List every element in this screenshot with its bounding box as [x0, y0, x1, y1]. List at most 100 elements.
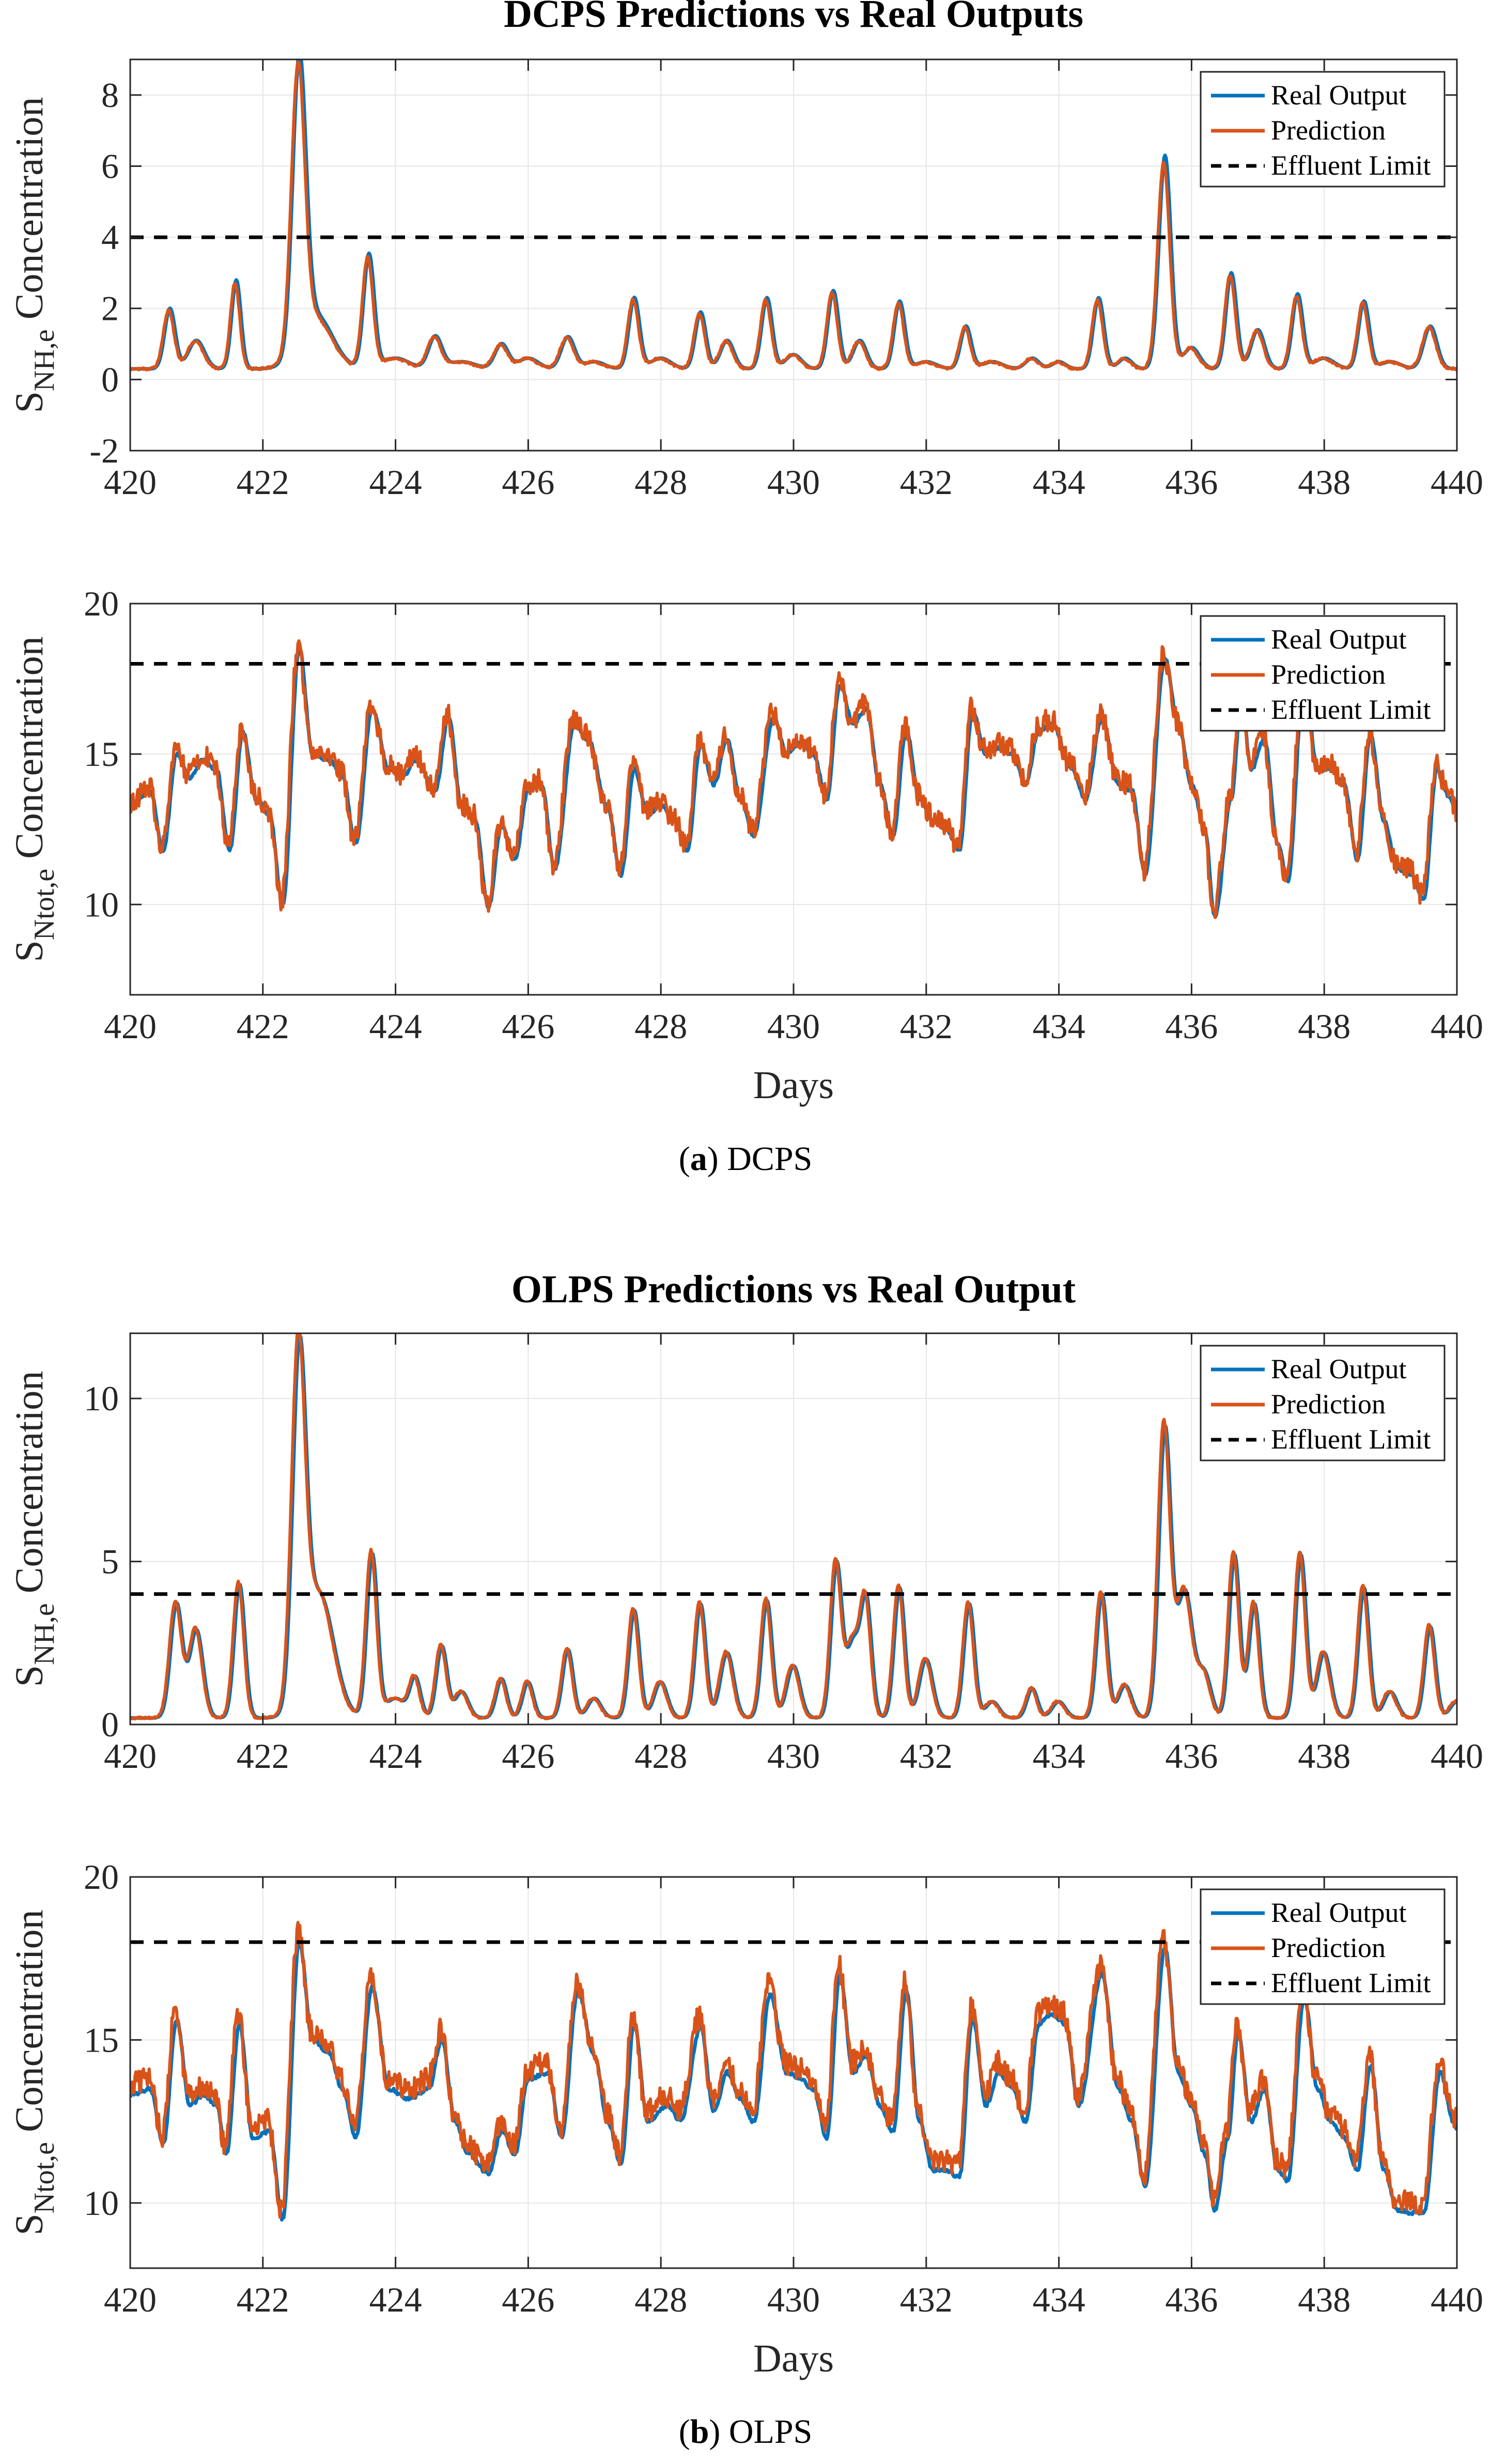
y-axis-label: SNtot,e Concentration [8, 1909, 60, 2235]
x-tick-label: 422 [237, 1007, 289, 1046]
chart-olps-ntot: 420 422 424 426 428 430 432 434 436 438 440 10 15 20 D… [8, 1857, 1483, 2380]
legend-effluent-limit-label: Effluent Limit [1271, 1967, 1431, 1998]
x-tick-label: 428 [634, 463, 687, 502]
x-tick-label: 430 [767, 2280, 820, 2319]
y-tick-label: 0 [101, 360, 119, 399]
x-tick-label: 422 [237, 463, 289, 502]
x-tick-label: 440 [1431, 1736, 1483, 1776]
legend: Real Output Prediction Effluent Limit [1200, 615, 1446, 732]
x-tick-label: 440 [1431, 2280, 1483, 2319]
y-tick-label: 10 [84, 885, 119, 924]
y-tick-label: 20 [84, 1857, 119, 1897]
x-tick-label: 426 [502, 2280, 554, 2319]
caption-b-letter: b [690, 2413, 709, 2451]
caption-b: (b) OLPS [678, 2413, 813, 2451]
y-label-symbol: S [8, 2213, 51, 2235]
legend-real-output-label: Real Output [1271, 80, 1406, 111]
x-tick-label: 436 [1165, 2280, 1218, 2319]
y-tick-label: 2 [101, 289, 119, 328]
x-tick-label: 434 [1033, 463, 1085, 502]
x-tick-label: 434 [1033, 1736, 1085, 1776]
x-tick-label: 428 [634, 1007, 687, 1046]
y-tick-label: 15 [84, 734, 119, 774]
legend: Real Output Prediction Effluent Limit [1200, 1345, 1446, 1461]
y-label-text: Concentration [8, 1371, 51, 1604]
x-tick-label: 428 [634, 1736, 687, 1776]
legend-prediction-label: Prediction [1271, 115, 1386, 146]
x-tick-label: 436 [1165, 463, 1218, 502]
chart-title: OLPS Predictions vs Real Output [511, 1268, 1076, 1311]
y-tick-label: 0 [101, 1705, 119, 1744]
x-tick-label: 440 [1431, 463, 1483, 502]
prediction-line [130, 60, 1457, 372]
x-tick-label: 420 [104, 2280, 157, 2319]
legend-effluent-limit-label: Effluent Limit [1271, 150, 1431, 181]
y-axis-label: SNtot,e Concentration [8, 636, 60, 962]
x-tick-label: 424 [369, 2280, 422, 2319]
y-label-subscript: Ntot,e [28, 2142, 60, 2213]
y-tick-label: 5 [101, 1542, 119, 1581]
x-tick-label: 436 [1165, 1736, 1218, 1776]
x-tick-label: 430 [767, 463, 820, 502]
x-tick-label: 440 [1431, 1007, 1483, 1046]
legend-real-output-label: Real Output [1271, 1897, 1406, 1928]
prediction-line [130, 1921, 1457, 2219]
legend: Real Output Prediction Effluent Limit [1200, 71, 1446, 188]
series-group [130, 1333, 1457, 1721]
series-group [130, 59, 1457, 372]
x-tick-label: 432 [900, 1007, 953, 1046]
y-label-text: Concentration [8, 97, 51, 330]
legend-effluent-limit-label: Effluent Limit [1271, 694, 1431, 725]
x-tick-label: 424 [369, 1736, 422, 1776]
x-tick-label: 420 [104, 463, 157, 502]
x-axis-label: Days [753, 1064, 834, 1107]
x-tick-label: 424 [369, 1007, 422, 1046]
y-label-symbol: S [8, 1665, 51, 1687]
x-tick-label: 436 [1165, 1007, 1218, 1046]
x-tick-label: 430 [767, 1736, 820, 1776]
x-tick-label: 420 [104, 1736, 157, 1776]
legend-prediction-label: Prediction [1271, 1389, 1386, 1420]
chart-olps-nh: 420 422 424 426 428 430 432 434 436 438 440 0 5 10 OLP… [8, 1268, 1483, 1776]
caption-b-text: OLPS [728, 2413, 813, 2451]
x-tick-label: 438 [1298, 2280, 1350, 2319]
x-tick-label: 438 [1298, 1736, 1350, 1776]
prediction-line [130, 639, 1457, 919]
x-tick-label: 438 [1298, 463, 1350, 502]
prediction-line [130, 1333, 1457, 1721]
y-tick-label: 4 [101, 218, 119, 257]
x-tick-label: 434 [1033, 2280, 1085, 2319]
caption-a-text: DCPS [727, 1140, 813, 1178]
y-label-subscript: Ntot,e [28, 869, 60, 940]
x-tick-label: 426 [502, 1736, 554, 1776]
legend-effluent-limit-label: Effluent Limit [1271, 1424, 1431, 1455]
y-axis-label: SNH,e Concentration [8, 1371, 60, 1687]
x-tick-label: 420 [104, 1007, 157, 1046]
y-label-text: Concentration [8, 636, 51, 869]
x-tick-label: 432 [900, 2280, 953, 2319]
y-label-text: Concentration [8, 1909, 51, 2142]
legend: Real Output Prediction Effluent Limit [1200, 1888, 1446, 2005]
y-tick-label: 15 [84, 2020, 119, 2059]
legend-real-output-label: Real Output [1271, 1353, 1406, 1384]
caption-a-letter: a [690, 1140, 707, 1178]
x-tick-label: 438 [1298, 1007, 1350, 1046]
y-label-symbol: S [8, 940, 51, 962]
legend-real-output-label: Real Output [1271, 624, 1406, 655]
x-tick-label: 430 [767, 1007, 820, 1046]
x-tick-label: 428 [634, 2280, 687, 2319]
x-tick-label: 422 [237, 1736, 289, 1776]
x-tick-label: 422 [237, 2280, 289, 2319]
y-axis-label: SNH,e Concentration [8, 97, 60, 413]
y-tick-label: 6 [101, 146, 119, 186]
chart-dcps-ntot: 420 422 424 426 428 430 432 434 436 438 440 10 15 20 D… [8, 584, 1483, 1107]
chart-title: DCPS Predictions vs Real Outputs [504, 0, 1083, 36]
series-group [130, 1921, 1457, 2222]
y-label-subscript: NH,e [28, 329, 60, 391]
y-tick-label: 10 [84, 2183, 119, 2223]
y-tick-label: 8 [101, 75, 119, 115]
x-tick-label: 432 [900, 1736, 953, 1776]
caption-a: (a) DCPS [678, 1140, 813, 1178]
chart-dcps-nh: 420 422 424 426 428 430 432 434 436 438 440 -2 0 2 4 6 8… [8, 0, 1483, 502]
